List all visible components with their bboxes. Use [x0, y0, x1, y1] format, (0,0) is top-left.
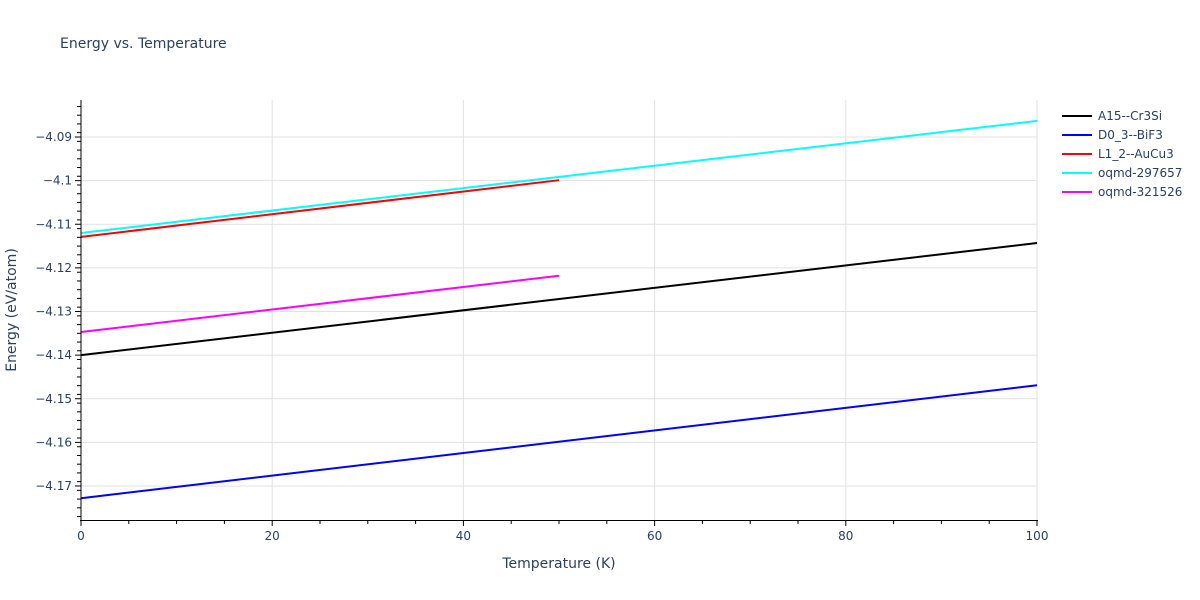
- y-tick-label: −4.11: [35, 217, 72, 231]
- legend-item[interactable]: oqmd-297657: [1062, 163, 1182, 182]
- x-tick-label: 20: [265, 529, 280, 543]
- legend-item[interactable]: D0_3--BiF3: [1062, 125, 1182, 144]
- legend-label: oqmd-321526: [1098, 184, 1183, 199]
- x-axis-title: Temperature (K): [501, 556, 615, 572]
- legend-label: D0_3--BiF3: [1098, 127, 1163, 142]
- y-tick-label: −4.16: [35, 435, 72, 449]
- legend: A15--Cr3Si D0_3--BiF3 L1_2--AuCu3 oqmd-2976…: [1062, 106, 1182, 201]
- series-line-l1-2-aucu3: [80, 179, 560, 238]
- legend-swatch-icon: [1062, 171, 1092, 174]
- series-lines: [80, 119, 1038, 500]
- legend-label: L1_2--AuCu3: [1098, 146, 1174, 161]
- y-tick-label: −4.14: [35, 348, 72, 362]
- legend-swatch-icon: [1062, 114, 1092, 117]
- series-line-oqmd-321526: [80, 274, 560, 333]
- x-tick-label: 60: [647, 529, 662, 543]
- gridlines: [81, 100, 1038, 520]
- x-tick-label: 0: [77, 529, 85, 543]
- legend-item[interactable]: L1_2--AuCu3: [1062, 144, 1182, 163]
- legend-label: oqmd-297657: [1098, 165, 1183, 180]
- y-tick-label: −4.1: [43, 174, 72, 188]
- x-tick-label: 80: [838, 529, 853, 543]
- x-tick-label: 100: [1026, 529, 1049, 543]
- y-axis-title: Energy (eV/atom): [4, 248, 20, 372]
- y-tick-label: −4.12: [35, 261, 72, 275]
- legend-label: A15--Cr3Si: [1098, 108, 1163, 123]
- series-line-a15-cr3si: [80, 242, 1038, 357]
- legend-swatch-icon: [1062, 190, 1092, 193]
- legend-swatch-icon: [1062, 152, 1092, 155]
- legend-swatch-icon: [1062, 133, 1092, 136]
- legend-item[interactable]: oqmd-321526: [1062, 182, 1182, 201]
- series-line-oqmd-297657: [80, 119, 1038, 234]
- minor-ticks: [77, 105, 990, 524]
- y-axis-ticks: −4.17 −4.16 −4.15 −4.14 −4.13 −4.12 −4.11 −4.1 −…: [35, 130, 81, 493]
- y-tick-label: −4.17: [35, 479, 72, 493]
- y-tick-label: −4.09: [35, 130, 72, 144]
- y-tick-label: −4.15: [35, 392, 72, 406]
- x-tick-label: 40: [456, 529, 471, 543]
- chart-title: Energy vs. Temperature: [60, 36, 227, 52]
- series-line-d0-3-bif3: [80, 384, 1038, 500]
- legend-item[interactable]: A15--Cr3Si: [1062, 106, 1182, 125]
- y-tick-label: −4.13: [35, 305, 72, 319]
- x-axis-ticks: 0 20 40 60 80 100: [77, 520, 1048, 543]
